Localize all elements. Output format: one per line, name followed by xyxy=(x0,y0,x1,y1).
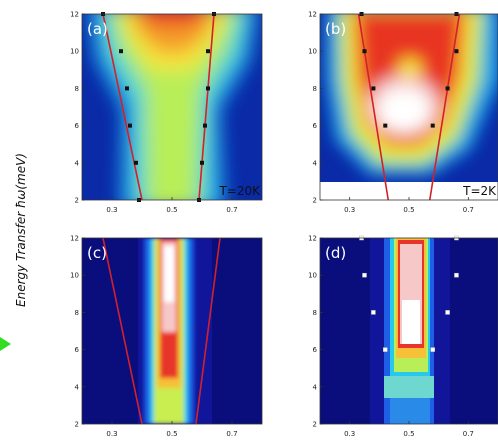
panel-a-fit-line-1 xyxy=(102,14,143,200)
panel-a: 2 4 6 8 10 12 0.3 0.5 0.7 (a) T=20K xyxy=(70,11,263,214)
panel-a-marker-9 xyxy=(206,86,210,91)
panel-d-ytick-label-4: 4 xyxy=(313,383,318,391)
panel-a-xtick-label-0.7: 0.7 xyxy=(226,206,237,214)
panel-a-marker-4 xyxy=(128,123,132,128)
panel-a-ytick-label-8: 8 xyxy=(75,85,79,93)
panel-d-marker-5 xyxy=(430,347,435,352)
panel-d: 2 4 6 8 10 12 0.3 0.5 0.7 (d) xyxy=(308,235,498,438)
panel-c-ytick-label-6: 6 xyxy=(75,346,80,354)
panel-c-ytick-label-8: 8 xyxy=(75,309,79,317)
panel-c-ytick-label-12: 12 xyxy=(70,235,79,243)
panel-a-ytick-label-4: 4 xyxy=(75,159,80,167)
panel-c-heatmap xyxy=(82,238,262,424)
panel-a-heatmap xyxy=(82,14,262,200)
panel-b-marker-5 xyxy=(430,123,435,128)
panel-d-marker-4 xyxy=(383,347,388,352)
panel-b: 2 4 6 8 10 12 0.3 0.5 0.7 (b) T=2K xyxy=(308,11,498,214)
panel-a-temperature-label: T=20K xyxy=(218,184,261,198)
panel-b-marker-4 xyxy=(383,123,388,128)
panel-c-ytick-label-10: 10 xyxy=(70,272,79,280)
panel-b-label: (b) xyxy=(325,20,346,38)
panel-c-fit-line-2 xyxy=(195,238,221,424)
panel-a-ytick-label-6: 6 xyxy=(75,122,80,130)
panel-d-marker-6 xyxy=(445,310,450,315)
panel-b-marker-2 xyxy=(362,49,367,54)
panel-d-label: (d) xyxy=(325,244,346,262)
panel-a-marker-2 xyxy=(119,49,123,54)
panel-a-xtick-label-0.5: 0.5 xyxy=(166,206,177,214)
panel-b-marker-6 xyxy=(445,86,450,91)
panel-b-ytick-label-12: 12 xyxy=(308,11,317,19)
panel-b-fit-line-2 xyxy=(428,14,461,200)
panel-d-ytick-label-12: 12 xyxy=(308,235,317,243)
panel-b-heatmap xyxy=(320,14,498,200)
panel-b-xtick-label-0.5: 0.5 xyxy=(403,206,414,214)
panel-c-xtick-label-0.5: 0.5 xyxy=(166,430,177,438)
panel-a-marker-5 xyxy=(134,160,138,165)
panel-b-ytick-label-2: 2 xyxy=(313,197,317,205)
panel-c-xtick-label-0.3: 0.3 xyxy=(106,430,117,438)
panel-a-fit-line-2 xyxy=(198,14,215,200)
green-arrow-icon xyxy=(0,337,11,351)
panel-c-ytick-label-4: 4 xyxy=(75,383,80,391)
panel-d-marker-7 xyxy=(454,272,459,278)
panel-d-ytick-label-2: 2 xyxy=(313,421,317,429)
chart-overlay: 2 4 6 8 10 12 0.3 0.5 0.7 (a) T=20K 2 4 6 8 10 12 0.3 0.5 0… xyxy=(70,11,498,438)
panel-d-xtick-label-0.3: 0.3 xyxy=(344,430,355,438)
panel-a-ytick-label-10: 10 xyxy=(70,48,79,56)
panel-a-marker-8 xyxy=(206,49,210,54)
panel-c-fit-line-1 xyxy=(102,238,143,424)
panel-a-marker-3 xyxy=(125,86,129,91)
panel-d-heatmap xyxy=(320,238,498,424)
panel-d-marker-2 xyxy=(362,272,367,278)
panel-a-ytick-label-12: 12 xyxy=(70,11,79,19)
panel-b-xtick-label-0.3: 0.3 xyxy=(344,206,355,214)
panel-a-label: (a) xyxy=(87,20,108,38)
panel-a-xtick-label-0.3: 0.3 xyxy=(106,206,117,214)
panel-c-xtick-label-0.7: 0.7 xyxy=(226,430,237,438)
panel-b-ytick-label-4: 4 xyxy=(313,159,318,167)
panel-b-ytick-label-6: 6 xyxy=(313,122,318,130)
panel-b-fit-line-1 xyxy=(357,14,390,200)
panel-d-ytick-label-10: 10 xyxy=(308,272,317,280)
panel-b-marker-7 xyxy=(454,49,459,54)
panel-d-xtick-label-0.7: 0.7 xyxy=(463,430,474,438)
panel-b-temperature-label: T=2K xyxy=(462,184,497,198)
panel-b-ytick-label-8: 8 xyxy=(313,85,317,93)
panel-b-xtick-label-0.7: 0.7 xyxy=(463,206,474,214)
panel-a-marker-11 xyxy=(200,160,204,165)
panel-a-ytick-label-2: 2 xyxy=(75,197,79,205)
panel-d-marker-3 xyxy=(371,310,376,315)
panel-b-ytick-label-10: 10 xyxy=(308,48,317,56)
panel-c: 2 4 6 8 10 12 0.3 0.5 0.7 (c) xyxy=(70,235,263,438)
panel-c-ytick-label-2: 2 xyxy=(75,421,79,429)
panel-c-label: (c) xyxy=(87,244,107,262)
panel-d-ytick-label-6: 6 xyxy=(313,346,318,354)
panel-d-ytick-label-8: 8 xyxy=(313,309,317,317)
panel-a-marker-10 xyxy=(203,123,207,128)
panel-d-xtick-label-0.5: 0.5 xyxy=(403,430,414,438)
panel-b-marker-3 xyxy=(371,86,376,91)
